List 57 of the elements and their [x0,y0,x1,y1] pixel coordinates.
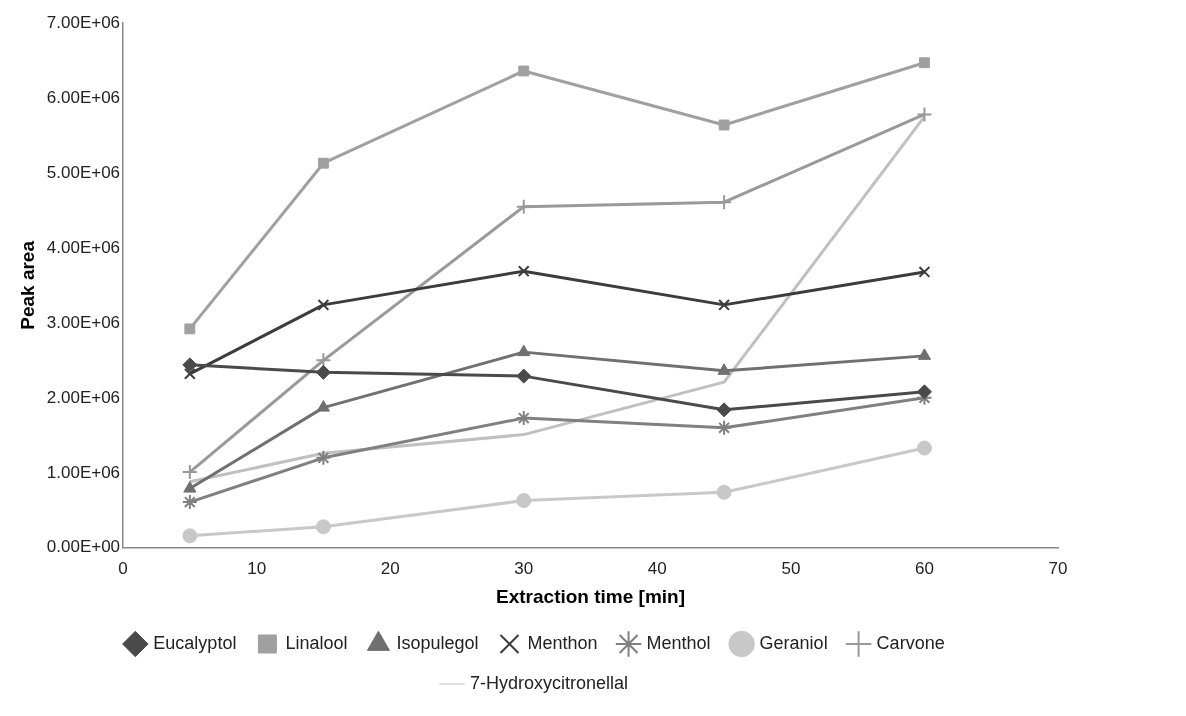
point [315,449,332,466]
legend-label: Eucalyptol [153,632,237,653]
legend-label: Menthon [527,632,598,653]
y-tick-label: 3.00E+06 [46,312,121,332]
x-tick-label: 60 [914,558,934,578]
point [716,402,732,418]
point [517,265,530,278]
x-tick-label: 10 [247,558,267,578]
legend-label: Carvone [876,632,945,653]
point [718,298,731,311]
point [181,464,198,481]
y-tick-label: 5.00E+06 [46,162,121,182]
point [182,357,198,373]
x-tick-label: 50 [781,558,801,578]
point [916,384,932,400]
x-tick-label: 20 [380,558,400,578]
point [916,440,932,456]
x-axis-title: Extraction time [min] [496,585,686,607]
point [315,364,331,380]
y-tick-label: 6.00E+06 [46,87,121,107]
point [518,65,530,77]
point [918,265,931,278]
point [918,57,930,69]
point [181,494,198,511]
y-tick-label: 7.00E+06 [46,12,121,32]
point [516,493,532,509]
point [317,298,330,311]
x-tick-label: 30 [514,558,534,578]
point [718,119,730,131]
x-tick-label: 70 [1048,558,1068,578]
point [316,400,330,412]
y-tick-label: 1.00E+06 [46,462,121,482]
point [184,323,196,335]
point [716,419,733,436]
y-tick-label: 4.00E+06 [46,237,121,257]
legend-label: Geraniol [759,632,828,653]
point [717,363,731,375]
point [183,367,196,380]
point [916,106,933,123]
point [517,344,531,357]
x-tick-label: 40 [647,558,667,578]
point [317,157,329,169]
y-tick-label: 0.00E+00 [46,537,121,557]
point [182,528,198,544]
point [917,348,931,360]
point [183,481,197,493]
legend-label: 7-Hydroxycitronellal [469,672,629,693]
y-axis-title: Peak area [16,240,38,330]
legend-label: Isopulegol [396,632,479,653]
x-tick-label: 0 [118,558,128,578]
point [315,519,331,535]
legend-label: Linalool [285,632,348,653]
legend-label: Menthol [646,632,711,653]
point [516,368,532,384]
y-tick-label: 2.00E+06 [46,387,121,407]
point [716,484,732,500]
point [515,410,532,427]
